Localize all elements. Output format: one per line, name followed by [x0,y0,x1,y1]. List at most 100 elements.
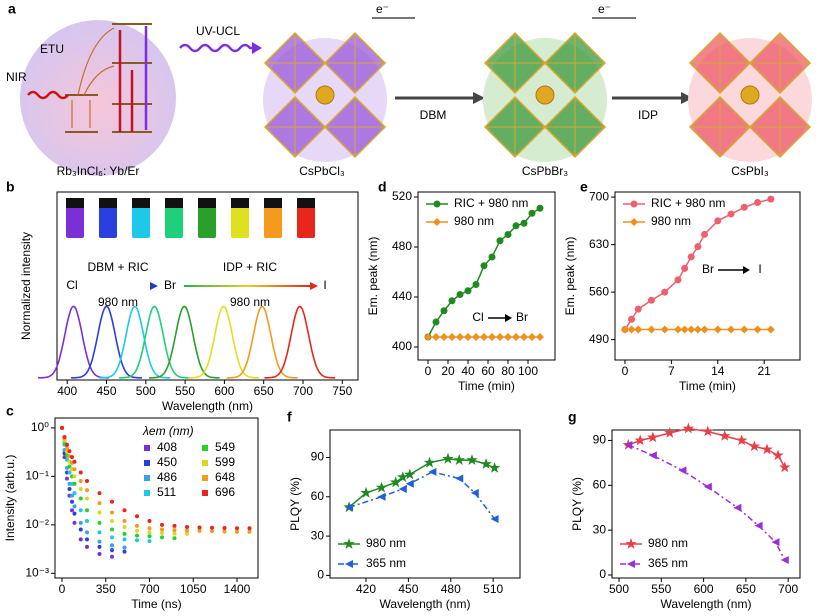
data-point [72,520,77,525]
legend-marker [144,445,150,451]
panel-label: d [378,179,387,195]
y-tick-label: 490 [589,332,609,346]
y-tick-label: 60 [593,477,607,491]
x-tick-label: 650 [736,582,756,596]
marker [472,333,480,341]
vial-cap [231,198,249,208]
data-point [67,464,72,469]
annotation: Br [164,278,176,292]
marker [678,466,687,475]
marker [423,456,436,468]
marker [488,333,496,341]
annotation-arrowhead [150,282,158,290]
legend-marker [202,460,208,466]
data-point [62,434,67,439]
marker [648,451,657,460]
glow-circle [20,20,176,176]
data-point [85,518,89,523]
legend-label: 365 nm [366,556,406,570]
legend-label: 408 [157,440,177,454]
data-point [172,528,177,533]
marker [404,468,416,480]
x-tick-label: 700 [778,582,798,596]
marker [432,333,440,341]
data-point [72,474,77,479]
annotation: 980 nm [230,295,270,309]
marker [627,325,636,334]
spectrum-curve [264,305,336,379]
data-point [197,528,202,533]
dbm-arrowhead [473,92,485,104]
marker [753,325,762,334]
annotation-arrowhead [743,266,750,274]
data-point [110,518,114,523]
marker [687,253,695,261]
x-tick-label: 1050 [180,582,207,596]
series-line [628,444,786,561]
marker [488,462,501,473]
data-point [72,491,77,496]
marker [398,484,407,493]
data-point [97,530,102,535]
x-axis-label: Time (min) [458,379,515,393]
y-tick-label: 630 [589,237,609,251]
data-point [97,520,102,525]
x-tick-label: 40 [461,364,475,378]
data-point [97,539,102,544]
spectrum-curve [188,305,259,379]
marker [480,458,492,469]
data-point [235,526,239,531]
plot-frame [56,191,359,381]
data-point [70,508,74,513]
marker [360,486,372,498]
data-point [110,527,114,532]
x-tick-label: 21 [758,364,772,378]
y-tick-label: 10⁰ [31,420,49,434]
data-point [78,486,83,491]
spectrum-curve [38,305,109,379]
schematic: a NIR ETU UV-UCL e⁻ e⁻ DBM IDP Rb₃InCl₆:… [6,1,769,178]
cs-atom [535,85,555,105]
marker [740,325,749,334]
x-tick-label: 14 [711,364,725,378]
marker [754,199,762,207]
marker [674,276,682,284]
uv-arrowhead [252,42,262,54]
plot-frame [329,429,521,579]
data-point [160,527,164,532]
x-tick-label: 510 [483,582,503,596]
marker [767,195,775,203]
marker [694,243,702,251]
marker [647,325,656,334]
legend-label: 980 nm [648,536,688,550]
marker [713,325,722,334]
data-point [122,549,127,554]
y-axis-label: PLQY (%) [288,477,302,531]
data-point [67,486,72,491]
data-point [78,496,83,501]
data-point [247,526,252,531]
marker [496,237,504,245]
data-point [160,522,164,527]
data-point [135,528,139,533]
marker [520,219,528,227]
data-point [235,529,239,534]
marker [647,296,655,304]
legend-marker [343,538,355,549]
material-label: CsPbI₃ [731,164,769,178]
data-point [78,520,83,525]
x-tick-label: 80 [501,364,515,378]
data-point [97,510,102,515]
data-point [70,455,74,460]
marker [714,217,722,225]
annotation: 980 nm [98,295,138,309]
data-point [110,548,114,553]
annotation: Cl [472,310,483,324]
annotation: DBM + RIC [87,260,148,274]
marker [681,264,689,272]
x-tick-label: 650 [254,384,274,398]
y-tick-label: 90 [593,433,607,447]
marker [693,325,702,334]
data-point [85,488,89,493]
y-tick-label: 0 [599,567,606,581]
